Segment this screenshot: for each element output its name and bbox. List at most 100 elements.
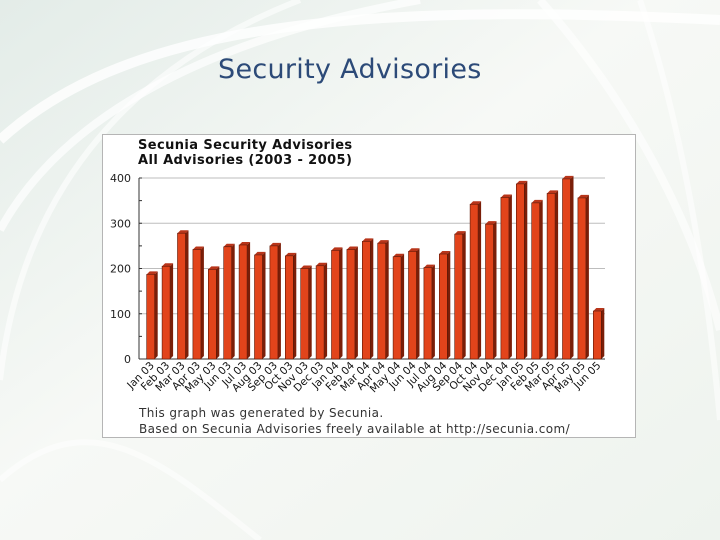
y-tick-label: 300 (110, 217, 131, 230)
bar-top (362, 238, 374, 242)
bar-top (254, 251, 266, 255)
bar (192, 249, 202, 360)
bar-side (447, 251, 451, 359)
bar-side (601, 308, 605, 359)
bar (208, 269, 217, 360)
bar-top (547, 190, 559, 194)
bar-side (539, 199, 543, 359)
bar-top (223, 243, 235, 247)
bar-side (293, 252, 297, 359)
bar (546, 193, 556, 360)
bar-side (231, 243, 235, 359)
bar (454, 233, 464, 360)
chart-subtitle: All Advisories (2003 - 2005) (138, 153, 353, 168)
bar (392, 256, 402, 360)
bar-top (500, 194, 512, 198)
bar-side (416, 248, 420, 359)
bar-side (308, 265, 312, 359)
bar-top (423, 264, 435, 268)
bar-side (185, 230, 189, 359)
bar-side (170, 263, 174, 359)
bar-side (370, 238, 374, 359)
y-tick-label: 0 (124, 353, 131, 366)
bar (361, 241, 371, 360)
bar-top (562, 175, 574, 179)
y-tick-label: 200 (110, 263, 131, 276)
bar-top (285, 252, 297, 256)
bar-top (177, 230, 189, 234)
bar-chart: 400 300 200 100 0 Jan 03 Feb 03 Mar 03 Apr 03 May… (102, 134, 636, 438)
bar-side (385, 240, 389, 359)
bar-top (408, 248, 420, 252)
bar (500, 197, 510, 360)
bar-side (262, 251, 266, 359)
bar-side (216, 266, 220, 359)
bar (423, 267, 433, 360)
bar-top (346, 246, 358, 250)
bar-top (162, 263, 174, 267)
bar (469, 203, 479, 360)
bar-side (585, 194, 589, 359)
bar-side (508, 194, 512, 359)
bar-side (555, 190, 559, 359)
bar (515, 183, 525, 360)
bar (562, 178, 571, 360)
bar-top (393, 253, 405, 257)
bar-top (377, 240, 389, 244)
bar-top (239, 241, 251, 245)
bar-top (331, 247, 343, 251)
bar-side (354, 246, 358, 359)
bar (377, 242, 387, 360)
bar (254, 254, 263, 360)
bar-top (192, 246, 204, 250)
bar (146, 274, 156, 360)
bar (300, 268, 309, 360)
bar (223, 246, 232, 360)
bar-side (339, 247, 343, 359)
bar-top (300, 265, 312, 269)
bar (408, 251, 417, 360)
bar-top (470, 201, 482, 205)
bar (315, 265, 325, 360)
bar (346, 249, 356, 360)
chart-footnote-generated: This graph was generated by Secunia. (139, 406, 384, 420)
bar-top (454, 231, 466, 235)
bar-top (439, 251, 451, 255)
bar-top (577, 194, 589, 198)
bar-side (570, 175, 574, 359)
bar-side (401, 253, 405, 359)
bar-top (485, 221, 497, 225)
bar (269, 245, 279, 360)
bar-side (324, 262, 328, 359)
bar-side (154, 271, 158, 359)
bar-side (431, 264, 435, 359)
bar-top (146, 271, 158, 275)
bar (531, 202, 541, 360)
bar-side (493, 221, 497, 359)
bar-side (478, 201, 482, 359)
bar (177, 232, 186, 360)
slide-title: Security Advisories (218, 54, 482, 85)
bar (161, 265, 171, 360)
bar (592, 310, 602, 360)
bar-side (200, 246, 204, 359)
y-tick-label: 400 (110, 172, 131, 185)
bar (331, 250, 340, 360)
chart-footnote-source: Based on Secunia Advisories freely avail… (139, 422, 571, 436)
chart-title: Secunia Security Advisories (138, 138, 353, 153)
bar-top (208, 266, 220, 270)
bar-side (524, 180, 528, 359)
bar-side (277, 242, 281, 359)
bar (285, 255, 294, 360)
bar-side (462, 231, 466, 359)
bar (577, 197, 587, 360)
y-tick-label: 100 (110, 308, 131, 321)
bar-top (531, 199, 543, 203)
bar (238, 244, 248, 360)
bar-top (593, 308, 605, 312)
bar (485, 223, 494, 360)
bar-side (247, 241, 251, 359)
bar-top (316, 262, 328, 266)
bar-top (269, 242, 281, 246)
